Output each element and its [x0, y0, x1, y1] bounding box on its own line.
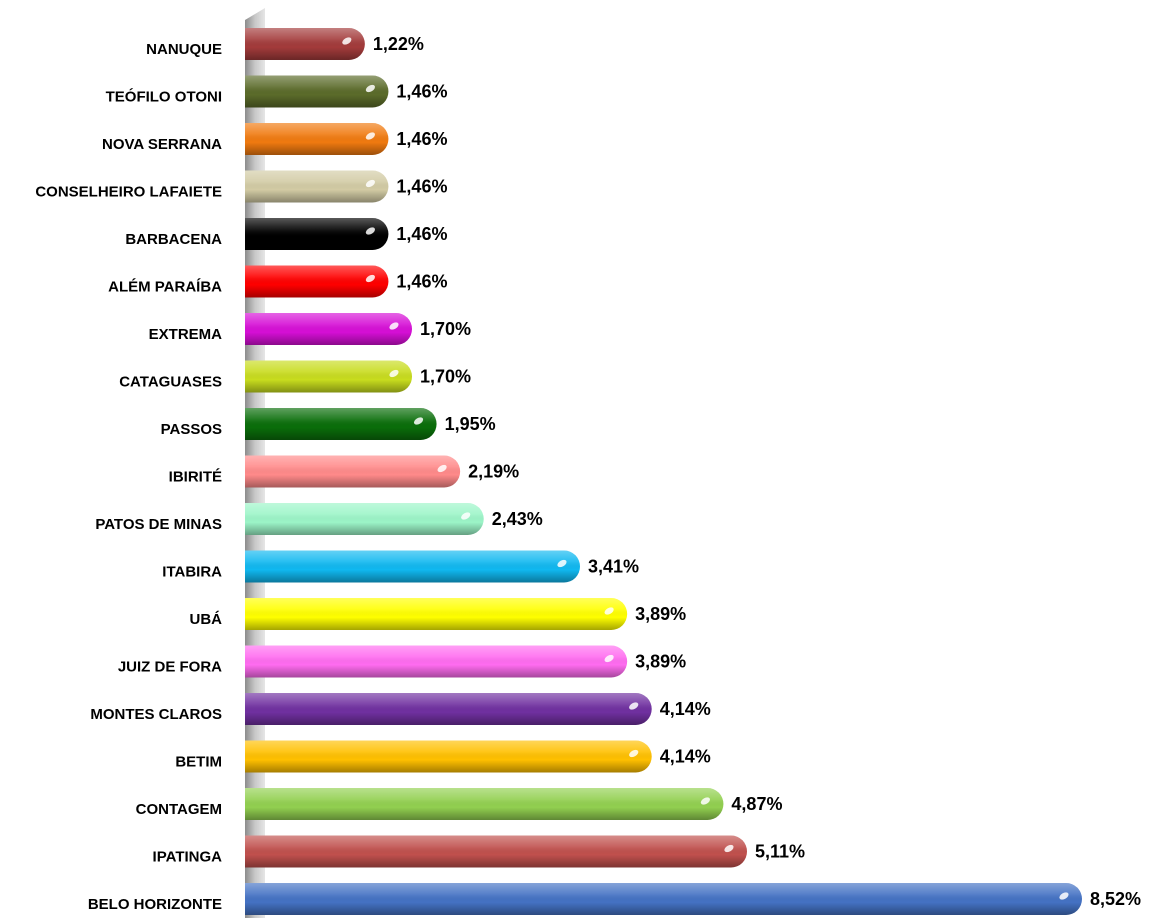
- category-label: MONTES CLAROS: [90, 706, 222, 723]
- category-label: JUIZ DE FORA: [118, 659, 222, 676]
- bar-highlight: [365, 274, 376, 283]
- value-label: 1,46%: [396, 272, 447, 292]
- value-label: 4,14%: [660, 699, 711, 719]
- category-label: EXTREMA: [149, 326, 223, 343]
- bar-gloss: [245, 28, 365, 60]
- category-label: ITABIRA: [162, 564, 222, 581]
- bar-highlight: [724, 844, 734, 853]
- category-label: CONSELHEIRO LAFAIETE: [35, 184, 222, 201]
- bar-gloss: [245, 693, 652, 725]
- bar-highlight: [437, 464, 447, 473]
- value-label: 1,70%: [420, 367, 471, 387]
- category-label: IBIRITÉ: [169, 469, 222, 486]
- bar-highlight: [1059, 892, 1069, 900]
- bar-highlight: [461, 512, 471, 520]
- bar-gloss: [245, 218, 389, 250]
- bar-gloss: [245, 408, 437, 440]
- category-label: PASSOS: [161, 421, 222, 438]
- bar-gloss: [245, 883, 1082, 915]
- value-label: 1,95%: [445, 414, 496, 434]
- bar-highlight: [700, 797, 711, 805]
- value-label: 1,22%: [373, 34, 424, 54]
- value-label: 1,70%: [420, 319, 471, 339]
- category-label: ALÉM PARAÍBA: [108, 279, 222, 296]
- value-label: 8,52%: [1090, 889, 1141, 909]
- bar-highlight: [629, 702, 639, 710]
- bar-highlight: [604, 654, 614, 663]
- bar-gloss: [245, 123, 389, 155]
- category-label: UBÁ: [190, 611, 223, 628]
- value-label: 1,46%: [396, 224, 447, 244]
- bar-gloss: [245, 170, 389, 203]
- category-label: CATAGUASES: [119, 374, 222, 391]
- value-label: 1,46%: [396, 82, 447, 102]
- category-label: BARBACENA: [125, 231, 222, 248]
- bar-highlight: [604, 607, 614, 615]
- bar-gloss: [245, 75, 389, 108]
- value-label: 4,87%: [731, 794, 782, 814]
- value-label: 4,14%: [660, 747, 711, 767]
- bar-gloss: [245, 550, 580, 583]
- value-label: 1,46%: [396, 177, 447, 197]
- bar-highlight: [342, 37, 352, 45]
- value-label: 3,89%: [635, 604, 686, 624]
- bar-gloss: [245, 740, 652, 773]
- category-label: IPATINGA: [153, 849, 223, 866]
- bar-highlight: [557, 559, 567, 568]
- bar-gloss: [245, 598, 628, 630]
- bar-gloss: [245, 503, 484, 535]
- bar-gloss: [245, 313, 413, 345]
- bar-highlight: [389, 322, 399, 330]
- bar-gloss: [245, 645, 628, 678]
- category-label: NOVA SERRANA: [102, 136, 222, 153]
- value-label: 3,89%: [635, 652, 686, 672]
- bar-highlight: [389, 369, 399, 378]
- bar-highlight: [629, 749, 639, 758]
- bar-highlight: [365, 179, 376, 188]
- category-label: NANUQUE: [146, 41, 222, 58]
- bar-highlight: [365, 84, 376, 93]
- bar-highlight: [365, 227, 376, 235]
- category-label: TEÓFILO OTONI: [106, 88, 222, 106]
- bar-gloss: [245, 265, 389, 298]
- bar-gloss: [245, 360, 413, 393]
- value-label: 1,46%: [396, 129, 447, 149]
- category-label: BETIM: [175, 754, 222, 771]
- value-label: 2,19%: [468, 462, 519, 482]
- bar-gloss: [245, 835, 748, 868]
- category-label: CONTAGEM: [136, 801, 222, 818]
- value-label: 2,43%: [492, 509, 543, 529]
- category-label: BELO HORIZONTE: [88, 896, 222, 913]
- bar-highlight: [413, 417, 424, 425]
- value-label: 5,11%: [755, 842, 805, 862]
- category-label: PATOS DE MINAS: [95, 516, 222, 533]
- value-label: 3,41%: [588, 557, 639, 577]
- bar-highlight: [365, 132, 376, 140]
- bar-gloss: [245, 455, 461, 488]
- bar-gloss: [245, 788, 724, 820]
